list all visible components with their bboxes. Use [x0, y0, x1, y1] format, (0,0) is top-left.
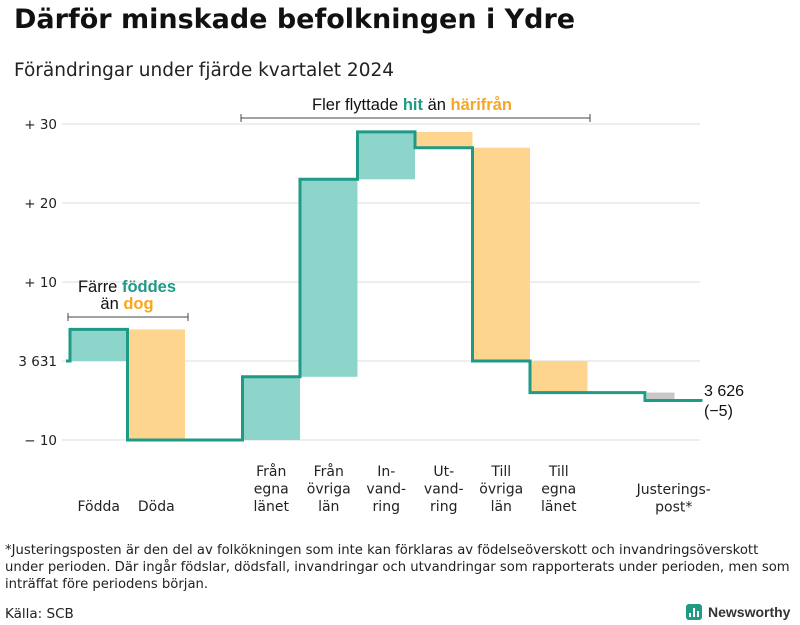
footnote: *Justeringsposten är den del av folkökni…	[5, 543, 790, 592]
y-tick-label: + 20	[24, 196, 57, 212]
y-tick-label: − 10	[24, 433, 57, 449]
x-category-label: Döda	[138, 499, 175, 515]
x-category-label: Från egna länet	[254, 463, 290, 515]
bar-6	[415, 131, 473, 148]
x-category-label: Justerings-post*	[636, 482, 711, 516]
x-category-label: Till övriga län	[479, 464, 523, 515]
step-line	[66, 130, 703, 442]
x-category-label: Ut-vand-ring	[424, 464, 464, 515]
y-tick-label: + 10	[24, 275, 57, 291]
bar-10	[647, 392, 675, 401]
bar-5	[357, 131, 415, 180]
y-tick-label: + 30	[24, 117, 57, 133]
chart-title: Därför minskade befolkningen i Ydre	[14, 4, 576, 35]
bar-0	[70, 329, 128, 361]
births-annotation-text-line2: än dog	[100, 295, 153, 313]
y-axis-ticks: + 30 + 20 + 10 3 631 − 10	[18, 117, 57, 449]
migration-annotation: Fler flyttade hit än härifrån	[240, 96, 591, 122]
x-category-label: In-vand-ring	[366, 464, 406, 515]
end-value-label: 3 626	[704, 383, 744, 400]
x-axis-labels: Födda Döda Från egna länet Från övriga län In-va…	[78, 463, 711, 516]
bar-1	[127, 329, 185, 440]
x-category-label: Till egna länet	[541, 464, 577, 515]
brand-name: Newsworthy	[708, 604, 791, 620]
bar-7	[472, 147, 530, 361]
source: Källa: SCB	[5, 606, 74, 622]
bar-chart-logo-icon	[686, 604, 702, 620]
bars	[70, 131, 675, 440]
bar-4	[300, 179, 358, 377]
births-annotation-text-line1: Färre föddes	[78, 278, 176, 296]
bar-8	[530, 361, 588, 393]
births-annotation: Färre föddes än dog	[67, 278, 189, 321]
bar-3	[242, 376, 300, 440]
migration-annotation-text: Fler flyttade hit än härifrån	[312, 96, 512, 114]
x-category-label: Från övriga län	[307, 463, 351, 515]
waterfall-chart: + 30 + 20 + 10 3 631 − 10 Födda Döda Från egna l…	[18, 96, 744, 516]
end-change-label: (−5)	[704, 403, 733, 420]
chart-subtitle: Förändringar under fjärde kvartalet 2024	[14, 60, 395, 81]
x-category-label: Födda	[78, 499, 120, 515]
brand: Newsworthy	[686, 604, 790, 620]
y-tick-label: 3 631	[18, 354, 57, 370]
